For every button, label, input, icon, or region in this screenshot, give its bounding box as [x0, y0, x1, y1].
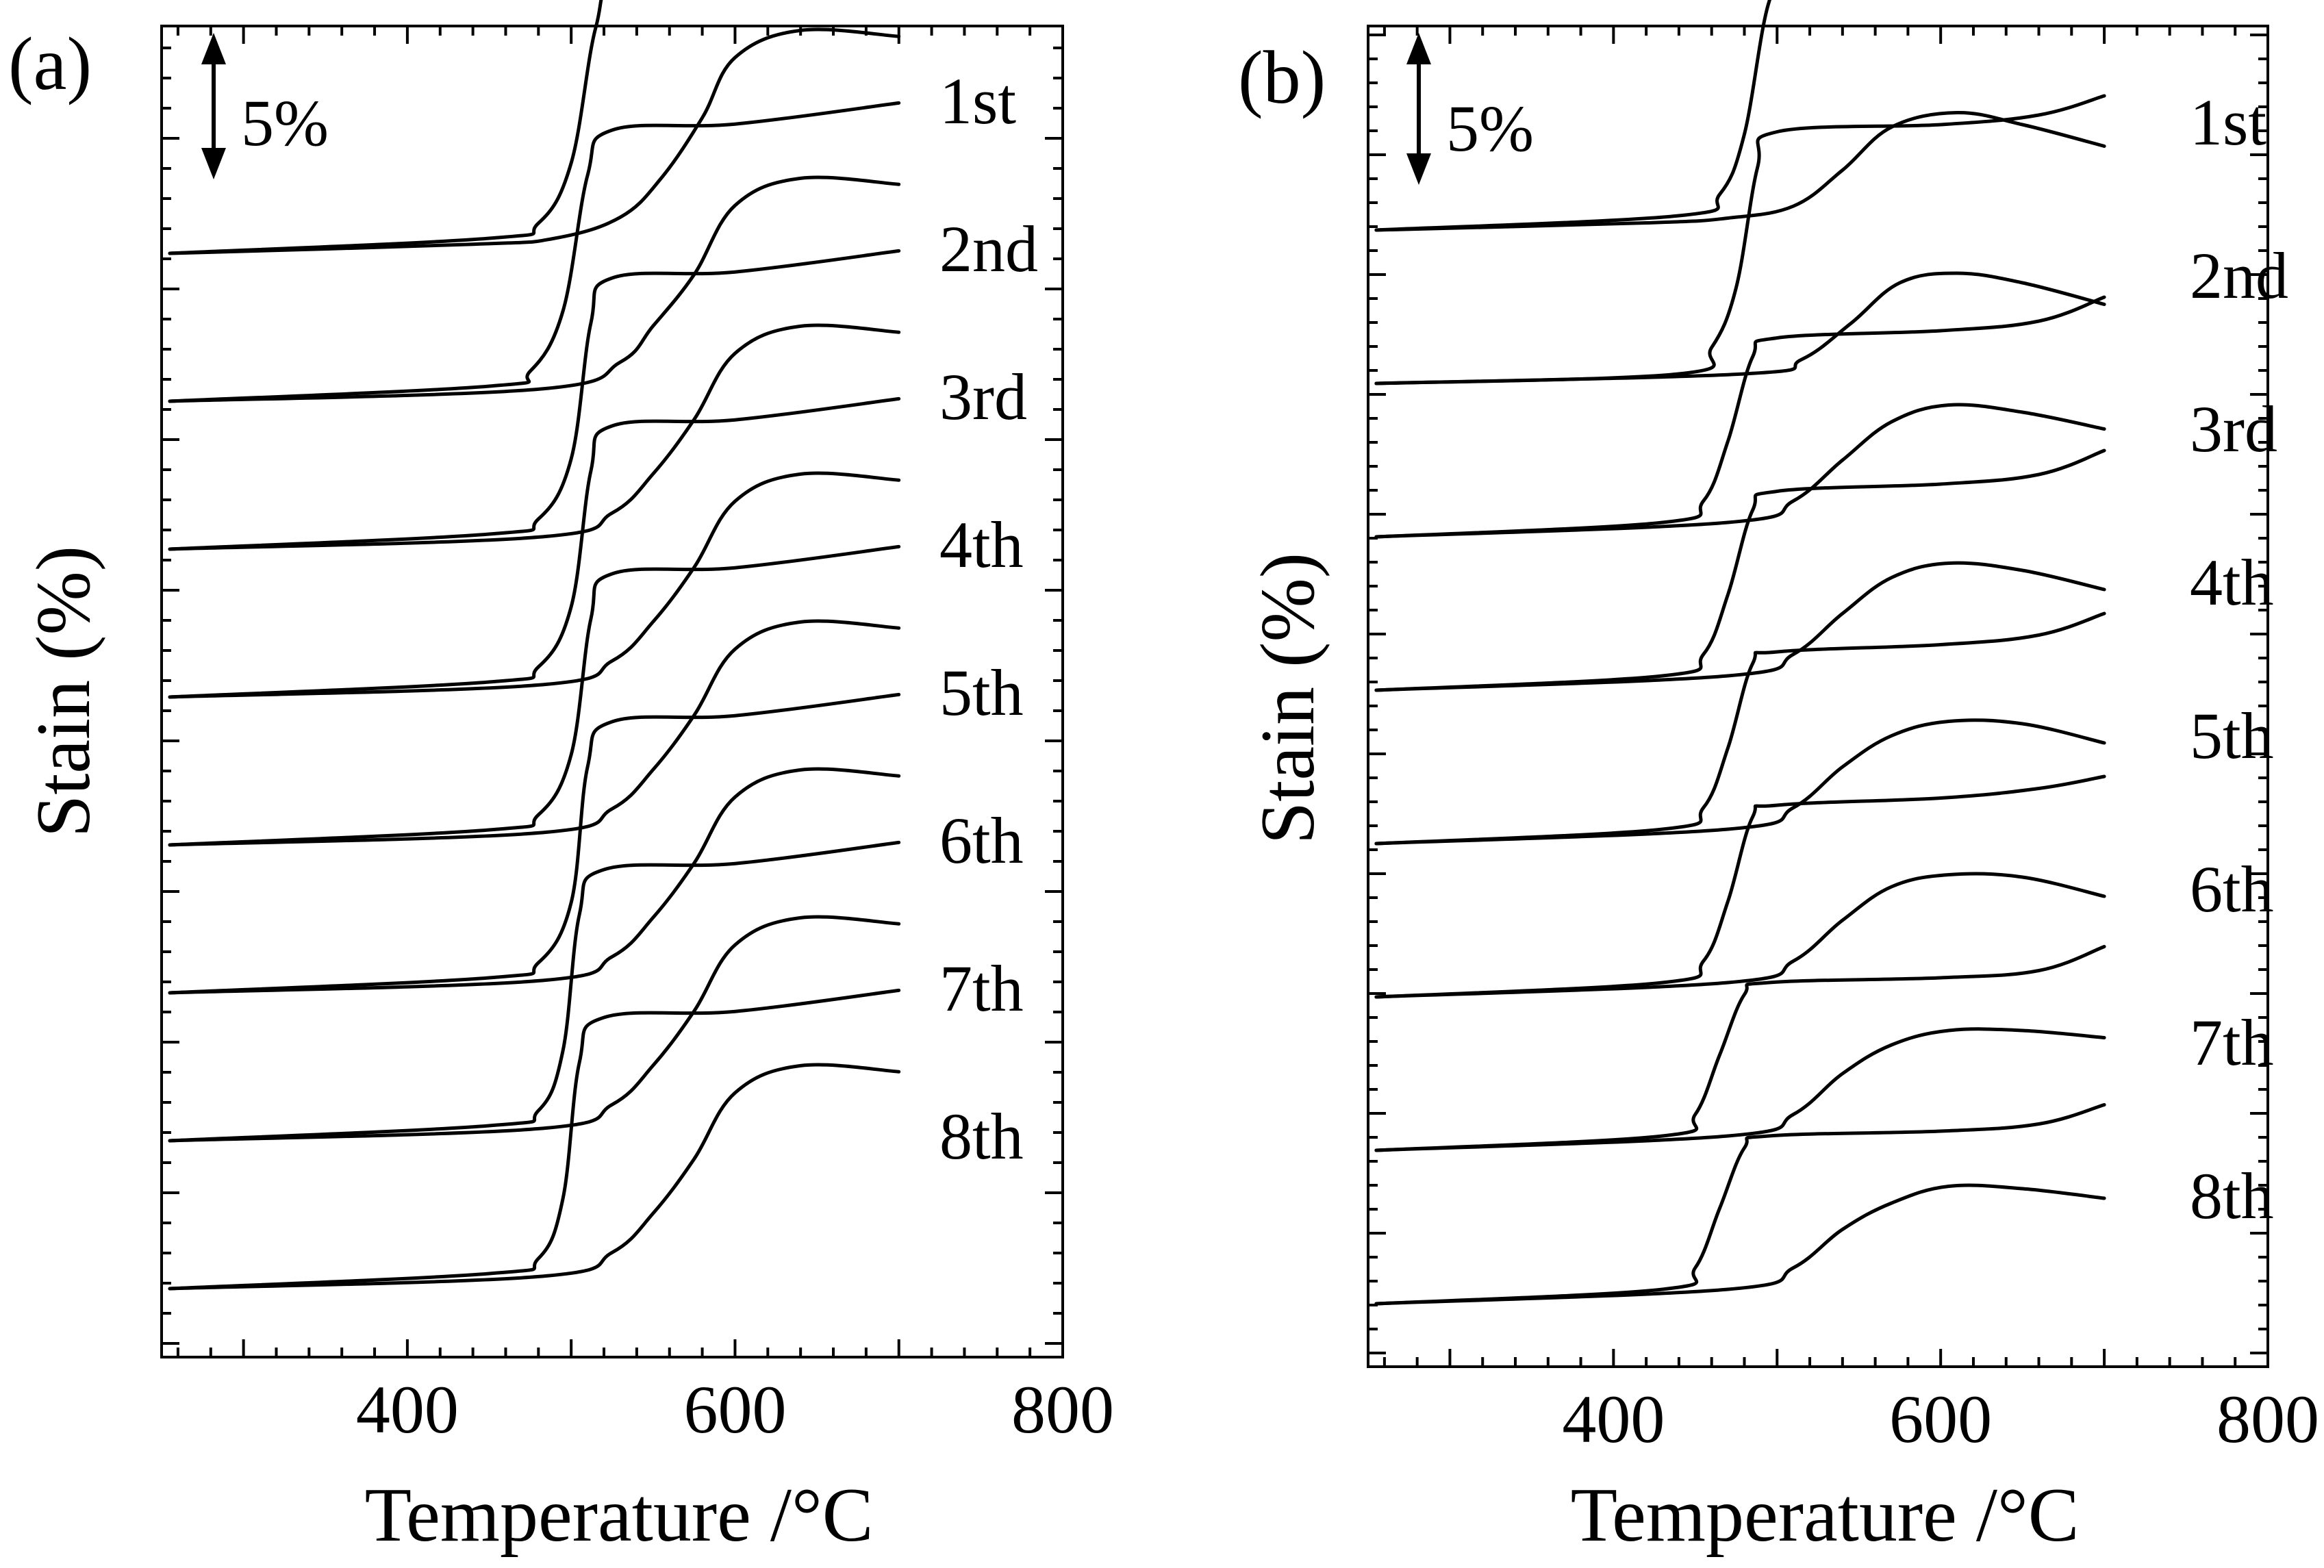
cycle-label: 4th [939, 508, 1024, 581]
series-line-3rd-cooling [1374, 403, 2106, 539]
series-line-7th-heating [1374, 945, 2106, 1152]
series-line-5th-cooling [168, 619, 901, 847]
y-axis-label: Stain (%) [1246, 553, 1330, 844]
series-line-4th-cooling [168, 471, 901, 699]
cycle-label: 8th [939, 1100, 1024, 1173]
series-line-2nd-cooling [168, 175, 901, 403]
panel-label: (b) [1238, 36, 1326, 119]
series-line-8th-cooling [168, 1063, 901, 1291]
cycle-label: 4th [2190, 546, 2274, 619]
cycle-label: 2nd [939, 212, 1038, 286]
cycle-label: 5th [939, 656, 1024, 729]
cycle-label: 1st [939, 64, 1016, 138]
cycle-label: 2nd [2190, 239, 2288, 312]
series-line-8th-heating [168, 988, 901, 1291]
plot-frame [1367, 25, 2269, 1368]
series-line-7th-cooling [1374, 1027, 2106, 1152]
series-line-4th-cooling [1374, 561, 2106, 692]
cycle-label: 3rd [2190, 392, 2277, 466]
series-line-2nd-cooling [1374, 271, 2106, 385]
x-axis-label: Temperature /°C [365, 1473, 874, 1558]
scale-bar-arrow-down-icon [201, 148, 226, 179]
cycle-label: 7th [2190, 1006, 2274, 1079]
cycle-label: 6th [939, 804, 1024, 877]
series-line-4th-heating [1374, 448, 2106, 692]
series-line-6th-cooling [1374, 872, 2106, 999]
x-tick-label: 400 [1562, 1381, 1665, 1457]
series-line-3rd-heating [168, 249, 901, 551]
series-line-4th-heating [168, 396, 901, 699]
series-line-6th-heating [168, 692, 901, 995]
scale-bar-arrow-up-icon [1406, 33, 1431, 64]
series-line-8th-cooling [1374, 1183, 2106, 1306]
scale-bar-label: 5% [1446, 92, 1534, 165]
series-line-1st-cooling [168, 27, 901, 255]
series-line-3rd-heating [1374, 295, 2106, 539]
cycle-label: 1st [2190, 86, 2266, 159]
cycle-label: 3rd [939, 360, 1027, 433]
series-line-2nd-heating [168, 101, 901, 403]
scale-bar-arrow-up-icon [201, 33, 226, 64]
scale-bar-label: 5% [241, 86, 329, 160]
series-line-1st-heating [1374, 0, 1771, 232]
series-line-5th-heating [1374, 611, 2106, 846]
x-tick-label: 800 [1011, 1371, 1114, 1447]
cycle-label: 7th [939, 952, 1024, 1025]
panel-label: (a) [8, 22, 92, 105]
cycle-label: 5th [2190, 699, 2274, 772]
series-line-6th-cooling [168, 767, 901, 995]
x-axis-label: Temperature /°C [1571, 1473, 2080, 1558]
x-tick-label: 600 [683, 1371, 786, 1447]
series-line-5th-heating [168, 544, 901, 847]
series-line-7th-heating [168, 840, 901, 1143]
x-tick-label: 600 [1889, 1381, 1992, 1457]
cycle-label: 8th [2190, 1159, 2274, 1232]
x-tick-label: 800 [2216, 1381, 2319, 1457]
y-axis-label: Stain (%) [21, 546, 106, 837]
x-tick-label: 400 [356, 1371, 459, 1447]
series-line-7th-cooling [168, 915, 901, 1143]
series-line-8th-heating [1374, 1103, 2106, 1306]
series-line-1st-heating [168, 0, 603, 255]
series-line-5th-cooling [1374, 718, 2106, 846]
cycle-label: 6th [2190, 852, 2274, 926]
series-line-3rd-cooling [168, 323, 901, 551]
scale-bar-arrow-down-icon [1406, 153, 1431, 185]
plot-frame [160, 25, 1064, 1358]
series-line-6th-heating [1374, 774, 2106, 999]
